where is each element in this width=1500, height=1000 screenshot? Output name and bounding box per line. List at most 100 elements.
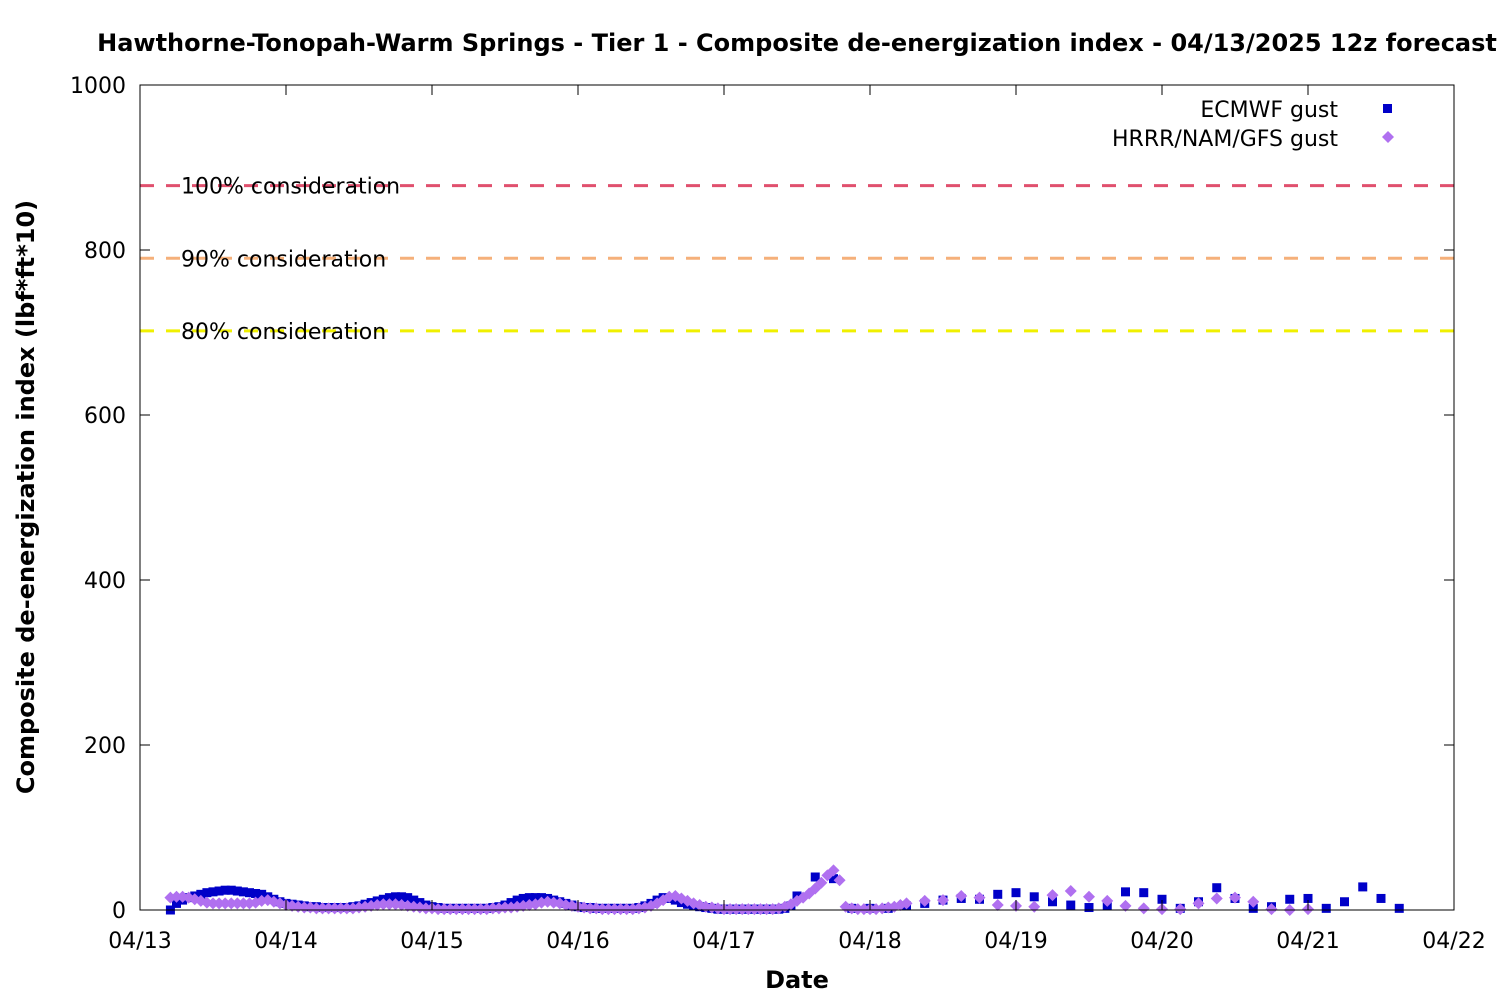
threshold-label: 90% consideration bbox=[181, 247, 386, 272]
data-point bbox=[608, 903, 621, 916]
data-point bbox=[1247, 895, 1260, 908]
data-point bbox=[833, 874, 846, 887]
data-point bbox=[1048, 897, 1057, 907]
data-point bbox=[486, 902, 499, 915]
data-point bbox=[419, 902, 432, 915]
data-point bbox=[403, 893, 413, 903]
x-tick-label: 04/21 bbox=[1276, 929, 1339, 954]
data-point bbox=[444, 903, 457, 916]
data-point bbox=[1285, 894, 1295, 904]
data-point bbox=[1376, 893, 1386, 903]
data-point bbox=[584, 902, 597, 915]
data-point bbox=[213, 897, 226, 910]
data-point bbox=[748, 903, 761, 916]
data-point bbox=[955, 889, 968, 902]
data-point bbox=[1394, 903, 1404, 913]
data-point bbox=[518, 893, 528, 903]
y-tick-label: 200 bbox=[84, 734, 126, 759]
legend-label-ecmwf: ECMWF gust bbox=[1200, 98, 1338, 123]
data-point bbox=[237, 897, 250, 910]
x-tick-label: 04/18 bbox=[838, 929, 901, 954]
data-point bbox=[257, 889, 267, 899]
data-point bbox=[1119, 899, 1132, 912]
data-point bbox=[851, 903, 864, 916]
data-point bbox=[1358, 882, 1368, 892]
data-point bbox=[499, 901, 511, 914]
data-point bbox=[1101, 894, 1114, 907]
data-point bbox=[251, 889, 261, 898]
axis-ticks: 04/13 04/14 04/15 04/16 04/17 04/18 04/19 04/20… bbox=[70, 74, 1486, 954]
data-point bbox=[219, 897, 232, 910]
data-point bbox=[827, 864, 840, 877]
data-point bbox=[245, 888, 254, 898]
threshold-label: 100% consideration bbox=[181, 175, 400, 200]
data-point bbox=[1139, 888, 1149, 898]
data-point bbox=[226, 885, 236, 895]
data-point bbox=[196, 889, 206, 899]
chart-title: Hawthorne-Tonopah-Warm Springs - Tier 1 … bbox=[97, 29, 1497, 57]
data-point bbox=[232, 886, 242, 896]
data-point bbox=[1066, 900, 1076, 910]
data-point bbox=[249, 896, 262, 909]
y-tick-label: 400 bbox=[84, 569, 126, 594]
data-point bbox=[450, 903, 463, 916]
data-point bbox=[207, 897, 219, 910]
data-point bbox=[760, 903, 773, 916]
data-point bbox=[1265, 903, 1278, 916]
data-point bbox=[829, 874, 838, 884]
data-point bbox=[1303, 893, 1313, 903]
x-tick-label: 04/14 bbox=[254, 929, 317, 954]
x-tick-label: 04/17 bbox=[692, 929, 755, 954]
data-point bbox=[1083, 890, 1095, 903]
data-point bbox=[310, 902, 323, 915]
data-point bbox=[1248, 903, 1258, 913]
data-series bbox=[164, 864, 1404, 916]
x-axis-label: Date bbox=[765, 966, 829, 994]
data-point bbox=[1029, 892, 1039, 902]
data-point bbox=[170, 890, 183, 903]
data-point bbox=[900, 897, 913, 910]
data-point bbox=[1011, 888, 1021, 898]
data-point bbox=[524, 893, 534, 903]
data-point bbox=[220, 885, 230, 895]
data-point bbox=[1212, 883, 1222, 893]
data-point bbox=[383, 898, 396, 911]
legend-marker-ecmwf bbox=[1383, 104, 1392, 113]
data-point bbox=[397, 892, 407, 902]
data-point bbox=[238, 887, 248, 897]
data-point bbox=[993, 889, 1003, 899]
x-tick-label: 04/16 bbox=[546, 929, 609, 954]
data-point bbox=[754, 903, 767, 916]
data-point bbox=[322, 902, 335, 915]
y-tick-label: 0 bbox=[112, 899, 126, 924]
y-tick-label: 800 bbox=[84, 239, 126, 264]
y-tick-label: 1000 bbox=[70, 74, 126, 99]
data-point bbox=[736, 903, 749, 916]
data-point bbox=[340, 902, 353, 915]
data-point bbox=[391, 892, 400, 902]
data-point bbox=[1229, 891, 1241, 904]
x-tick-label: 04/15 bbox=[400, 929, 463, 954]
data-point bbox=[512, 895, 522, 905]
data-point bbox=[857, 903, 870, 916]
legend-marker-hrrr bbox=[1382, 131, 1394, 143]
threshold-label: 80% consideration bbox=[181, 320, 386, 345]
data-point bbox=[172, 898, 181, 908]
data-point bbox=[474, 903, 487, 916]
data-point bbox=[231, 897, 244, 910]
threshold-lines: 100% consideration 90% consideration 80% c… bbox=[140, 175, 1454, 345]
data-point bbox=[1064, 885, 1077, 898]
data-point bbox=[384, 893, 394, 903]
data-point bbox=[438, 903, 451, 916]
data-point bbox=[991, 899, 1004, 912]
data-point bbox=[468, 903, 481, 916]
data-point bbox=[918, 894, 931, 907]
data-point bbox=[202, 888, 212, 898]
x-tick-label: 04/19 bbox=[984, 929, 1047, 954]
y-axis-label: Composite de-energization index (lbf*ft*… bbox=[12, 200, 40, 794]
data-point bbox=[1192, 897, 1205, 910]
plot-frame bbox=[139, 84, 1455, 911]
data-point bbox=[1321, 903, 1331, 913]
data-point bbox=[298, 901, 311, 914]
